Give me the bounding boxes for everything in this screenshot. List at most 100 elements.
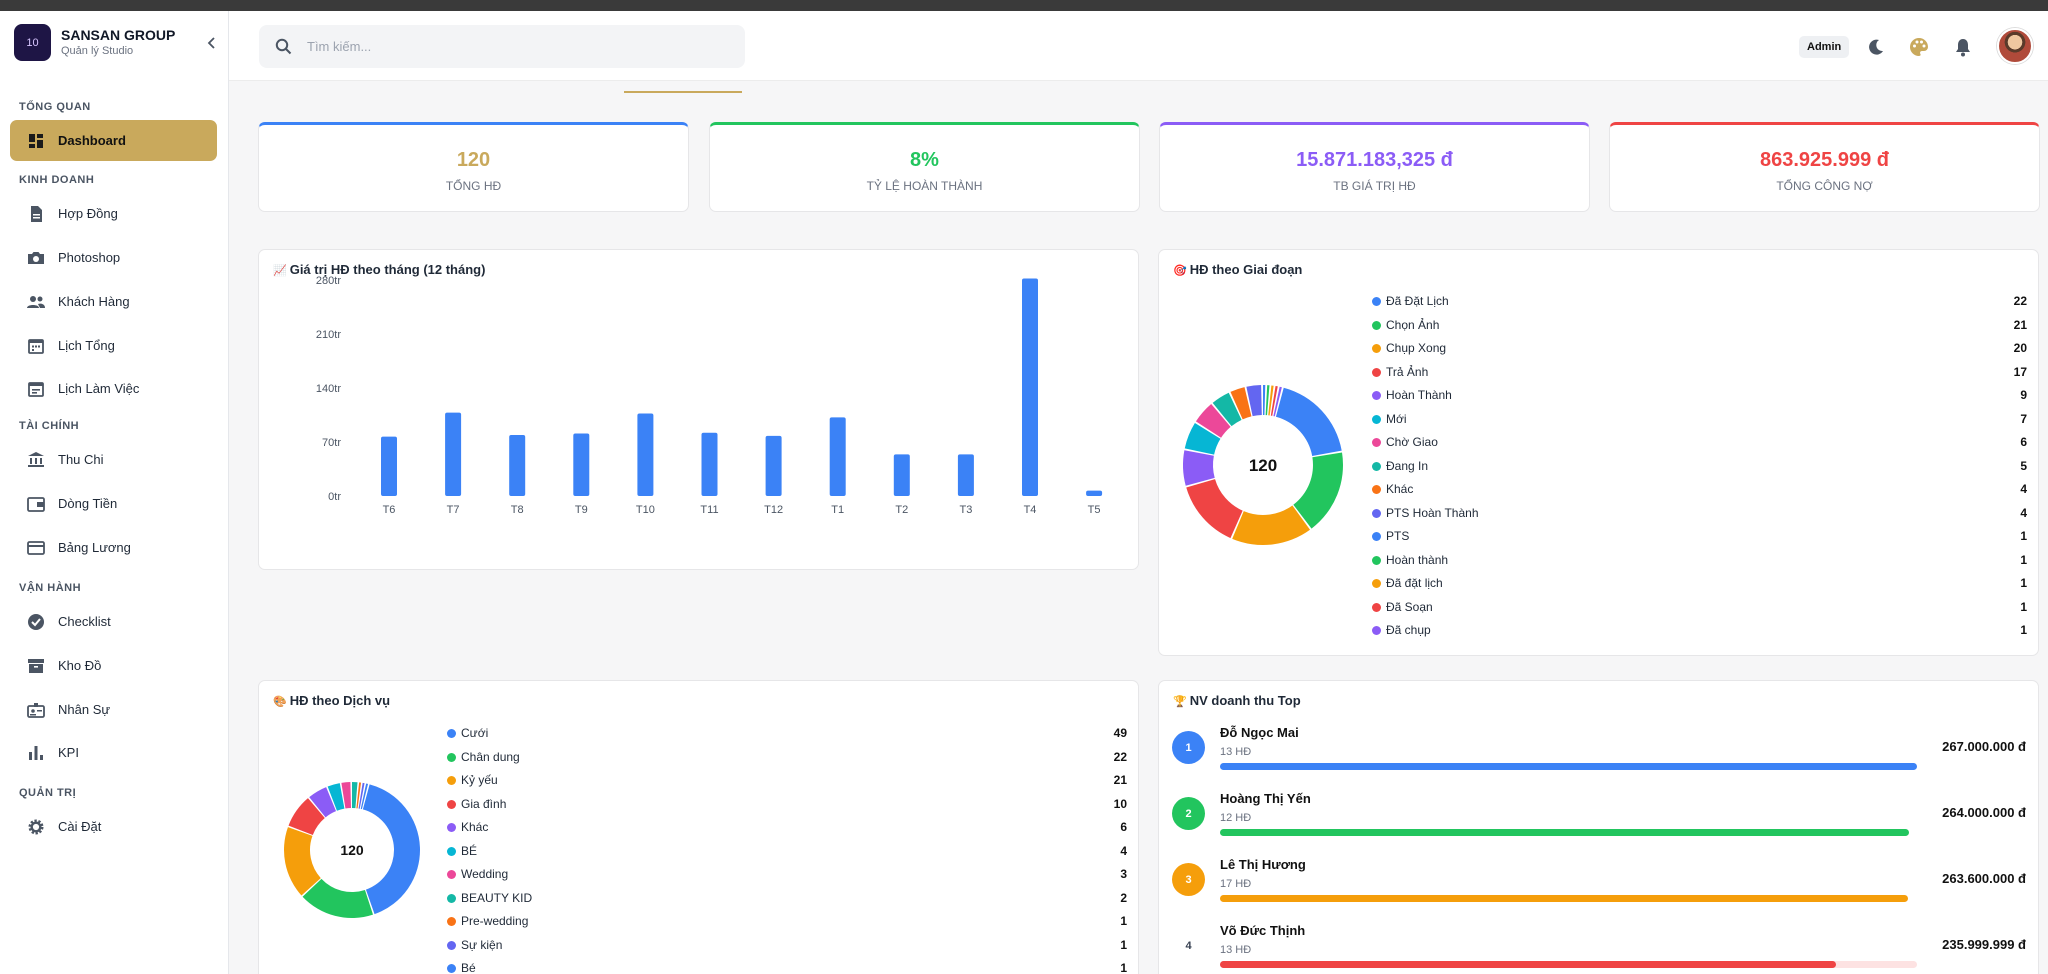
bar[interactable]	[701, 432, 718, 496]
legend-dot	[1372, 438, 1381, 447]
legend-value: 10	[1113, 796, 1127, 811]
revenue-progress-fill	[1220, 895, 1908, 902]
pie-slice[interactable]	[1270, 385, 1278, 416]
pie-slice[interactable]	[356, 782, 362, 809]
bar[interactable]	[637, 413, 654, 496]
pie-slice[interactable]	[1184, 423, 1221, 455]
sidebar-item-card[interactable]: Bảng Lương	[10, 527, 217, 568]
pie-slice[interactable]	[288, 798, 325, 835]
pie-slice[interactable]	[1273, 386, 1282, 417]
legend-item: Chọn Ảnh	[1372, 318, 1439, 332]
sidebar-item-document[interactable]: Hợp Đồng	[10, 193, 217, 234]
pie-slice[interactable]	[352, 782, 358, 809]
sidebar-item-gear[interactable]: Cài Đặt	[10, 806, 217, 847]
search-input[interactable]	[307, 25, 727, 68]
pie-slice[interactable]	[1232, 505, 1311, 545]
top-bar: Admin	[229, 11, 2048, 81]
y-tick-label: 70tr	[322, 437, 341, 449]
y-tick-label: 280tr	[316, 275, 341, 287]
pie-slice[interactable]	[284, 827, 321, 896]
sidebar-item-calendar-note[interactable]: Lịch Làm Việc	[10, 368, 217, 409]
stat-card: 120 TỔNG HĐ	[258, 122, 689, 212]
sidebar-item-people[interactable]: Khách Hàng	[10, 281, 217, 322]
legend-label: Khác	[461, 820, 489, 834]
service-card: 🎨 HĐ theo Dịch vụ 120 Cưới 49 Chân dung 22 Kỷ…	[258, 680, 1139, 974]
legend-value: 21	[1113, 773, 1127, 787]
pie-slice[interactable]	[1265, 385, 1270, 416]
legend-item: Wedding	[447, 867, 508, 881]
legend-dot	[1372, 508, 1381, 518]
sidebar: 10 SANSAN GROUP Quản lý Studio TỔNG QUAN…	[0, 11, 229, 974]
legend-label: Bé	[461, 961, 476, 974]
pie-slice[interactable]	[358, 782, 365, 809]
sidebar-item-bar-chart[interactable]: KPI	[10, 732, 217, 773]
pie-slice[interactable]	[1268, 385, 1274, 416]
legend-value: 4	[2020, 482, 2027, 496]
stage-chart-title: 🎯 HĐ theo Giai đoạn	[1173, 262, 1303, 277]
sidebar-item-bank[interactable]: Thu Chi	[10, 439, 217, 480]
legend-dot	[1372, 344, 1381, 353]
legend-label: Chân dung	[461, 749, 520, 764]
pie-slice[interactable]	[302, 878, 374, 918]
legend-dot	[1372, 391, 1381, 400]
stat-value: 863.925.999 đ	[1760, 149, 1889, 171]
brand[interactable]: 10 SANSAN GROUP Quản lý Studio	[14, 24, 215, 64]
sidebar-item-check-circle[interactable]: Checklist	[10, 601, 217, 642]
legend-dot	[447, 940, 456, 950]
pie-slice[interactable]	[1275, 387, 1342, 457]
pie-slice[interactable]	[1186, 479, 1243, 539]
calendar-note-icon	[26, 379, 46, 399]
sidebar-item-calendar[interactable]: Lịch Tổng	[10, 325, 217, 366]
pie-slice[interactable]	[1246, 385, 1262, 417]
y-tick-label: 0tr	[328, 491, 341, 503]
bar[interactable]	[1022, 278, 1038, 496]
legend-label: Đã Soạn	[1386, 599, 1433, 614]
sidebar-item-label: Khách Hàng	[58, 294, 130, 309]
legend-value: 1	[2020, 529, 2027, 543]
chevron-left-icon[interactable]	[205, 36, 219, 50]
sidebar-item-label: Checklist	[58, 614, 111, 629]
bar[interactable]	[1086, 490, 1103, 496]
bar[interactable]	[829, 417, 846, 496]
sidebar-item-inventory[interactable]: Kho Đồ	[10, 645, 217, 686]
pie-slice[interactable]	[1263, 385, 1266, 416]
sidebar-item-camera[interactable]: Photoshop	[10, 237, 217, 278]
x-tick-label: T1	[831, 504, 844, 516]
pie-slice[interactable]	[327, 783, 345, 811]
bar[interactable]	[573, 433, 590, 496]
notifications-button[interactable]	[1951, 35, 1975, 59]
bar[interactable]	[445, 412, 462, 496]
legend-value: 6	[1120, 820, 1127, 834]
trophy-icon: 🏆	[1173, 696, 1187, 708]
bar[interactable]	[765, 435, 782, 496]
pie-slice[interactable]	[1183, 450, 1215, 486]
legend-label: Wedding	[461, 867, 509, 881]
bar-chart-icon	[26, 743, 46, 763]
pie-slice[interactable]	[341, 782, 352, 809]
bar[interactable]	[957, 454, 974, 496]
search-box[interactable]	[259, 25, 745, 68]
sidebar-item-wallet[interactable]: Dòng Tiền	[10, 483, 217, 524]
revenue-progress-fill	[1220, 763, 1917, 770]
pie-slice[interactable]	[1230, 387, 1252, 420]
legend-item: Đã Đặt Lịch	[1372, 294, 1449, 308]
legend-dot	[447, 729, 456, 738]
pie-slice[interactable]	[360, 783, 369, 810]
pie-slice[interactable]	[362, 784, 420, 915]
theme-button[interactable]	[1907, 35, 1931, 59]
bar[interactable]	[509, 435, 526, 496]
sidebar-item-badge[interactable]: Nhân Sự	[10, 689, 217, 730]
sidebar-item-dashboard[interactable]: Dashboard	[10, 120, 217, 161]
employee-revenue: 264.000.000 đ	[1942, 805, 2026, 820]
bar[interactable]	[381, 436, 397, 496]
bar[interactable]	[893, 454, 910, 496]
pie-slice[interactable]	[1195, 404, 1231, 438]
pie-slice[interactable]	[1212, 392, 1242, 427]
legend-value: 4	[2020, 505, 2027, 520]
legend-dot	[447, 776, 456, 785]
legend-item: Cưới	[447, 726, 488, 740]
pie-slice[interactable]	[309, 787, 337, 818]
pie-slice[interactable]	[1293, 452, 1343, 529]
user-avatar[interactable]	[1997, 28, 2033, 64]
dark-mode-toggle[interactable]	[1864, 35, 1888, 59]
